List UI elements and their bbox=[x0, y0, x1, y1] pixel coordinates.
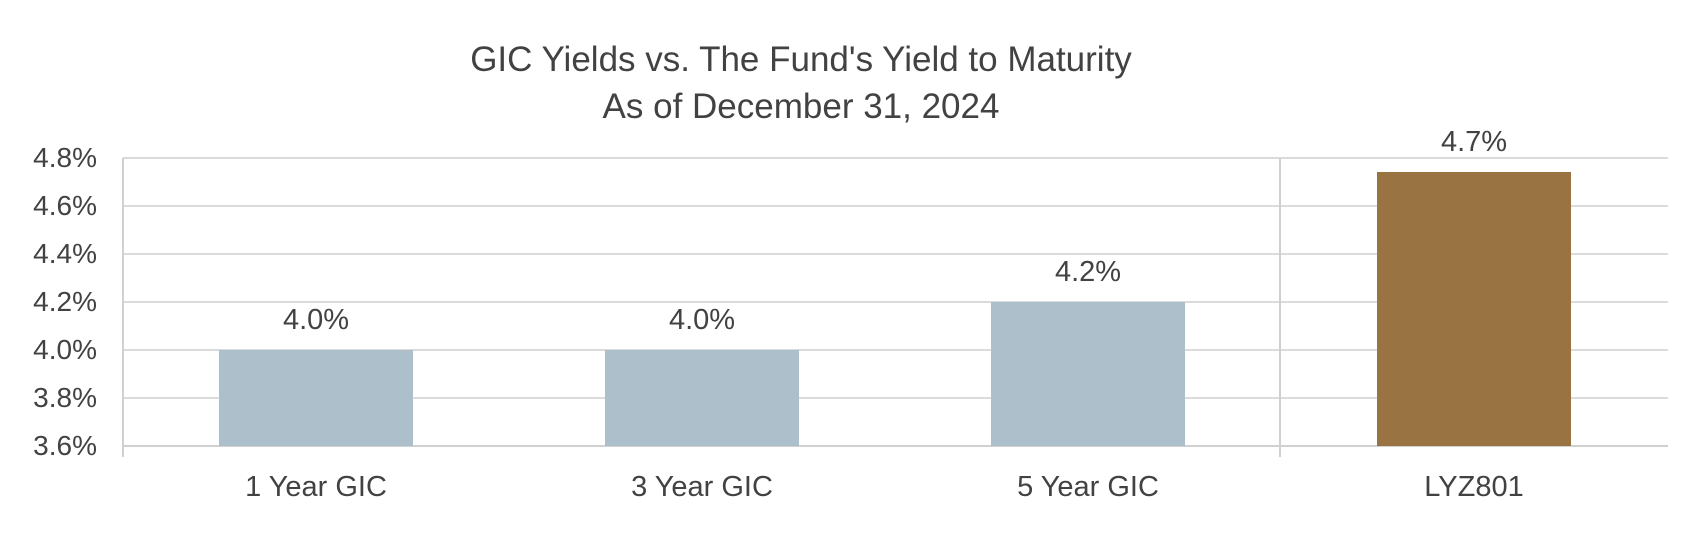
y-tick-label: 4.4% bbox=[33, 238, 97, 269]
y-tick-label: 4.8% bbox=[33, 142, 97, 173]
chart-title-line1: GIC Yields vs. The Fund's Yield to Matur… bbox=[470, 40, 1132, 79]
x-category-label: 1 Year GIC bbox=[245, 471, 387, 503]
gridline bbox=[123, 157, 1668, 159]
y-axis-line bbox=[122, 158, 124, 457]
x-category-label: 5 Year GIC bbox=[1017, 471, 1159, 503]
y-tick-label: 4.0% bbox=[33, 334, 97, 365]
gridline bbox=[123, 205, 1668, 207]
y-tick-label: 4.6% bbox=[33, 190, 97, 221]
bar-data-label: 4.7% bbox=[1440, 126, 1508, 159]
gridline bbox=[123, 397, 1668, 399]
y-tick-label: 4.2% bbox=[33, 286, 97, 317]
section-divider bbox=[1279, 158, 1281, 457]
x-category-label: LYZ801 bbox=[1424, 471, 1524, 503]
gridline bbox=[123, 301, 1668, 303]
bar-lyz801 bbox=[1377, 172, 1571, 446]
bar-data-label: 4.2% bbox=[1054, 256, 1122, 288]
chart-title-line2: As of December 31, 2024 bbox=[602, 87, 1000, 126]
bar-data-label: 4.0% bbox=[668, 304, 736, 336]
bar-data-label: 4.0% bbox=[282, 304, 350, 336]
bar-1-year-gic bbox=[219, 350, 413, 446]
gridline bbox=[123, 349, 1668, 351]
x-category-label: 3 Year GIC bbox=[631, 471, 773, 503]
bar-3-year-gic bbox=[605, 350, 799, 446]
chart-title: GIC Yields vs. The Fund's Yield to Matur… bbox=[0, 36, 1602, 130]
gridline bbox=[123, 253, 1668, 255]
y-tick-label: 3.6% bbox=[33, 430, 97, 461]
bar-5-year-gic bbox=[991, 302, 1185, 446]
x-axis-line bbox=[123, 445, 1668, 447]
y-tick-label: 3.8% bbox=[33, 382, 97, 413]
